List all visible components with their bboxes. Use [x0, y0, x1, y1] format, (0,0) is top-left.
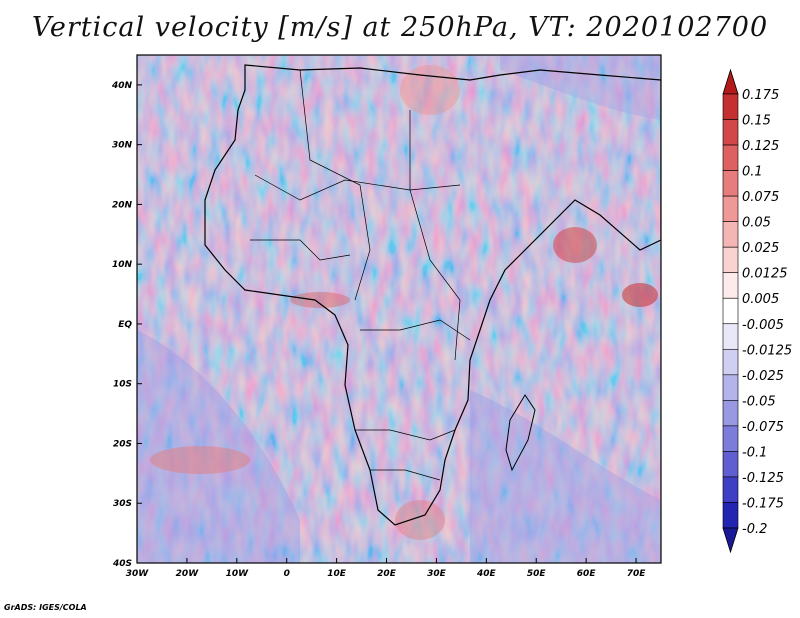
- colorbar-label: -0.175: [742, 496, 784, 511]
- colorbar-segment: [722, 272, 739, 299]
- colorbar-segment: [722, 348, 739, 376]
- colorbar-label: -0.0125: [742, 343, 792, 358]
- colorbar-segment: [722, 221, 739, 248]
- lat-tick-label: EQ: [118, 320, 132, 330]
- colorbar-label: 0.075: [742, 190, 779, 205]
- colorbar-segment: [722, 144, 739, 171]
- grads-credit: GrADS: IGES/COLA: [4, 603, 87, 612]
- colorbar-segment: [722, 246, 739, 274]
- lat-tick-label: 30N: [112, 141, 133, 151]
- colorbar-segment: [722, 119, 739, 146]
- colorbar-top-arrow: [722, 68, 739, 95]
- colorbar-label: -0.2: [742, 522, 767, 537]
- colorbar-label: -0.1: [742, 445, 767, 460]
- colorbar-label: 0.0125: [742, 267, 788, 282]
- colorbar-label: 0.1: [742, 165, 763, 180]
- colorbar-segment: [722, 297, 739, 325]
- lat-tick-label: 10S: [113, 380, 132, 390]
- colorbar-label: 0.05: [742, 216, 771, 231]
- colorbar-segment: [722, 425, 739, 452]
- lat-tick-label: 20S: [113, 439, 132, 449]
- colorbar-segment: [722, 374, 739, 401]
- colorbar-segment: [722, 195, 739, 222]
- lon-tick-label: 50E: [527, 569, 547, 579]
- colorbar-segment: [722, 170, 739, 197]
- colorbar-label: -0.025: [742, 369, 784, 384]
- colorbar-segment: [722, 400, 739, 427]
- velocity-field: [137, 55, 661, 563]
- lon-tick-label: 0: [284, 569, 290, 579]
- lon-tick-label: 10W: [226, 569, 250, 579]
- colorbar-segment: [722, 323, 739, 350]
- colorbar-segment: [722, 502, 739, 529]
- colorbar-label: 0.15: [742, 114, 771, 129]
- colorbar-label: -0.005: [742, 318, 784, 333]
- colorbar-label: -0.05: [742, 394, 776, 409]
- colorbar-label: 0.025: [742, 241, 779, 256]
- lat-tick-label: 40S: [112, 559, 132, 569]
- lon-tick-label: 20W: [176, 569, 200, 579]
- lon-tick-label: 30E: [427, 569, 447, 579]
- latitude-axis: 40S 30S 20S 10S EQ 10N 20N 30N 40N: [111, 81, 142, 569]
- lon-tick-label: 20E: [377, 569, 397, 579]
- lat-tick-label: 10N: [112, 260, 133, 270]
- lat-tick-label: 30S: [113, 499, 132, 509]
- colorbar-segment: [722, 451, 739, 478]
- colorbar-label: 0.175: [742, 88, 779, 103]
- lon-tick-label: 70E: [627, 569, 647, 579]
- colorbar-label: -0.075: [742, 420, 784, 435]
- lon-tick-label: 40E: [476, 569, 497, 579]
- longitude-axis: 30W 20W 10W 0 10E 20E 30E 40E 50E 60E 70E: [126, 558, 646, 579]
- lat-tick-label: 20N: [112, 200, 133, 210]
- map-title: Vertical velocity [m/s] at 250hPa, VT: 2…: [31, 12, 769, 43]
- plot-frame: [136, 54, 662, 564]
- lon-tick-label: 60E: [577, 569, 597, 579]
- colorbar-segment: [722, 93, 739, 120]
- lon-tick-label: 30W: [126, 569, 150, 579]
- colorbar-segment: [722, 476, 739, 503]
- lat-tick-label: 40N: [111, 81, 133, 91]
- colorbar-label: -0.125: [742, 471, 784, 486]
- colorbar-label: 0.125: [742, 139, 779, 154]
- colorbar-label: 0.005: [742, 292, 779, 307]
- lon-tick-label: 10E: [327, 569, 347, 579]
- colorbar-bottom-arrow: [722, 527, 739, 554]
- colorbar: 0.175 0.15 0.125 0.1 0.075 0.05 0.025 0.0125 0.0…: [722, 68, 792, 554]
